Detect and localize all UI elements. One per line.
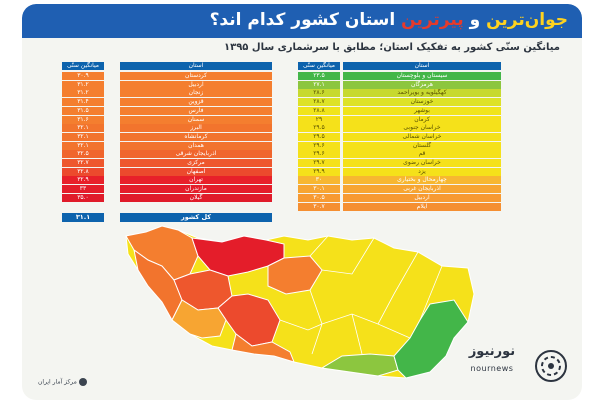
- title-old: پیرترین: [401, 10, 464, 30]
- map-borders: [279, 235, 443, 355]
- left-row-6-value: ۳۲.۱: [62, 124, 104, 133]
- right-row-0-value: ۲۳.۵: [298, 72, 340, 80]
- left-row-1-province: اردبیل: [120, 80, 272, 89]
- right-row-2-value: ۲۸.۶: [298, 89, 340, 98]
- left-row-7-value: ۳۲.۱: [62, 132, 104, 141]
- left-row-11-province: اصفهان: [120, 167, 272, 176]
- right-row-10-province: خراسان رضوی: [343, 159, 501, 167]
- right-row-15-value: ۳۰.۷: [298, 202, 340, 211]
- right-row-0-province: سیستان و بلوچستان: [343, 72, 501, 80]
- left-row-3-province: قزوین: [120, 98, 272, 107]
- title-banner: جوان‌ترین و پیرترین استان کشور کدام اند؟: [22, 4, 582, 38]
- title-young: جوان‌ترین: [486, 10, 568, 30]
- source-label: مرکز آمار ایران: [38, 378, 77, 386]
- left-row-13-province: مازندران: [120, 185, 272, 194]
- left-row-0-province: کردستان: [120, 72, 272, 80]
- left-row-9-value: ۳۲.۵: [62, 150, 104, 159]
- right-row-8-province: گلستان: [343, 141, 501, 150]
- right-row-15-province: ایلام: [343, 202, 501, 211]
- right-row-1-value: ۲۷.۱: [298, 80, 340, 89]
- region-semnan: [267, 255, 323, 295]
- right-row-4-province: بوشهر: [343, 106, 501, 115]
- right-row-6-value: ۲۹.۵: [298, 124, 340, 133]
- left-row-5-province: سمنان: [120, 115, 272, 124]
- right-row-7-value: ۲۹.۵: [298, 132, 340, 141]
- right-row-1-province: هرمزگان: [343, 80, 501, 89]
- left-row-14-value: ۳۵.۰: [62, 193, 104, 202]
- left-row-10-value: ۳۲.۷: [62, 159, 104, 167]
- source-icon: [78, 378, 87, 386]
- right-row-11-province: یزد: [343, 167, 501, 176]
- region-zagros: [171, 299, 227, 339]
- iran-map: [125, 225, 475, 379]
- source-credit: مرکز آمار ایران: [38, 378, 87, 386]
- total-label: کل کشور: [120, 213, 272, 222]
- left-row-2-province: زنجان: [120, 89, 272, 98]
- right-table-province-header: استان: [343, 62, 501, 70]
- right-row-4-value: ۲۸.۸: [298, 106, 340, 115]
- region-isfahan: [217, 293, 281, 347]
- right-row-14-province: اردبیل: [343, 193, 501, 202]
- page-subtitle: میانگین سنّی کشور به تفکیک استان؛ مطابق …: [223, 42, 560, 53]
- right-row-7-province: خراسان شمالی: [343, 132, 501, 141]
- left-row-5-value: ۳۱.۶: [62, 115, 104, 124]
- left-table-province-header: استان: [120, 62, 272, 70]
- right-row-3-province: خوزستان: [343, 98, 501, 107]
- brand-name-latin: nournews: [470, 364, 514, 373]
- left-row-1-value: ۳۱.۲: [62, 80, 104, 89]
- right-row-11-value: ۲۹.۹: [298, 167, 340, 176]
- right-row-13-province: آذربایجان غربی: [343, 185, 501, 194]
- left-row-6-province: البرز: [120, 124, 272, 133]
- right-row-5-province: کرمان: [343, 115, 501, 124]
- right-row-12-province: چهارمحال و بختیاری: [343, 176, 501, 185]
- right-row-6-province: خراسان جنوبی: [343, 124, 501, 133]
- left-row-2-value: ۳۱.۲: [62, 89, 104, 98]
- right-row-10-value: ۲۹.۷: [298, 159, 340, 167]
- brand-name: نورنیوز: [468, 344, 516, 359]
- left-table-age-header: میانگین سنّی: [62, 62, 104, 70]
- left-row-8-value: ۳۲.۱: [62, 141, 104, 150]
- right-row-2-province: کهگیلویه و بویراحمد: [343, 89, 501, 98]
- right-row-5-value: ۲۹: [298, 115, 340, 124]
- left-row-4-value: ۳۱.۵: [62, 106, 104, 115]
- left-row-10-province: مرکزی: [120, 159, 272, 167]
- left-row-12-province: تهران: [120, 176, 272, 185]
- left-row-13-value: ۳۳: [62, 185, 104, 194]
- right-row-12-value: ۳۰: [298, 176, 340, 185]
- nournews-logo-icon: [535, 350, 567, 382]
- region-sistan: [393, 299, 469, 379]
- right-table-age-header: میانگین سنّی: [298, 62, 340, 70]
- right-row-8-value: ۲۹.۶: [298, 141, 340, 150]
- total-value: ۳۱.۱: [62, 213, 104, 222]
- left-row-3-value: ۳۱.۴: [62, 98, 104, 107]
- region-fars: [231, 333, 295, 363]
- left-row-9-province: آذربایجان شرقی: [120, 150, 272, 159]
- right-row-14-value: ۳۰.۵: [298, 193, 340, 202]
- left-row-11-value: ۳۲.۸: [62, 167, 104, 176]
- right-row-3-value: ۲۸.۷: [298, 98, 340, 107]
- left-row-7-province: کرمانشاه: [120, 132, 272, 141]
- title-rest: استان کشور کدام اند؟: [209, 10, 396, 30]
- title-and: و: [469, 10, 481, 30]
- right-row-9-value: ۲۹.۶: [298, 150, 340, 159]
- left-row-14-province: گیلان: [120, 193, 272, 202]
- left-row-0-value: ۳۰.۹: [62, 72, 104, 80]
- right-row-9-province: قم: [343, 150, 501, 159]
- left-row-8-province: همدان: [120, 141, 272, 150]
- left-row-4-province: فارس: [120, 106, 272, 115]
- right-row-13-value: ۳۰.۱: [298, 185, 340, 194]
- page-title: جوان‌ترین و پیرترین استان کشور کدام اند؟: [210, 10, 568, 30]
- left-row-12-value: ۳۲.۹: [62, 176, 104, 185]
- infographic-card: جوان‌ترین و پیرترین استان کشور کدام اند؟…: [22, 4, 582, 400]
